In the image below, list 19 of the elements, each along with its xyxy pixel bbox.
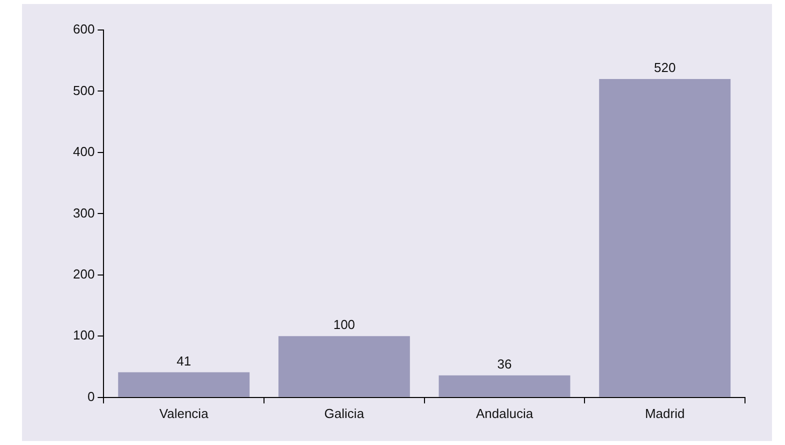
y-tick-label: 200 (72, 266, 95, 282)
data-label: 100 (333, 317, 356, 332)
y-tick-label: 0 (87, 388, 95, 404)
x-tick-label: Valencia (159, 406, 210, 421)
data-label: 41 (176, 353, 192, 368)
bar (278, 336, 410, 397)
bar (599, 78, 731, 397)
y-tick-label: 100 (72, 328, 95, 343)
data-label: 520 (654, 60, 676, 76)
x-tick-label: Madrid (644, 406, 685, 421)
x-tick-label: Andalucia (476, 406, 534, 421)
bar (118, 372, 250, 397)
y-tick-label: 400 (72, 144, 95, 160)
data-label: 36 (497, 356, 512, 372)
y-tick-label: 300 (72, 205, 95, 220)
x-tick-label: Galicia (324, 406, 365, 421)
bar (438, 375, 570, 397)
y-tick-label: 500 (72, 82, 95, 98)
y-tick-label: 600 (72, 22, 95, 37)
